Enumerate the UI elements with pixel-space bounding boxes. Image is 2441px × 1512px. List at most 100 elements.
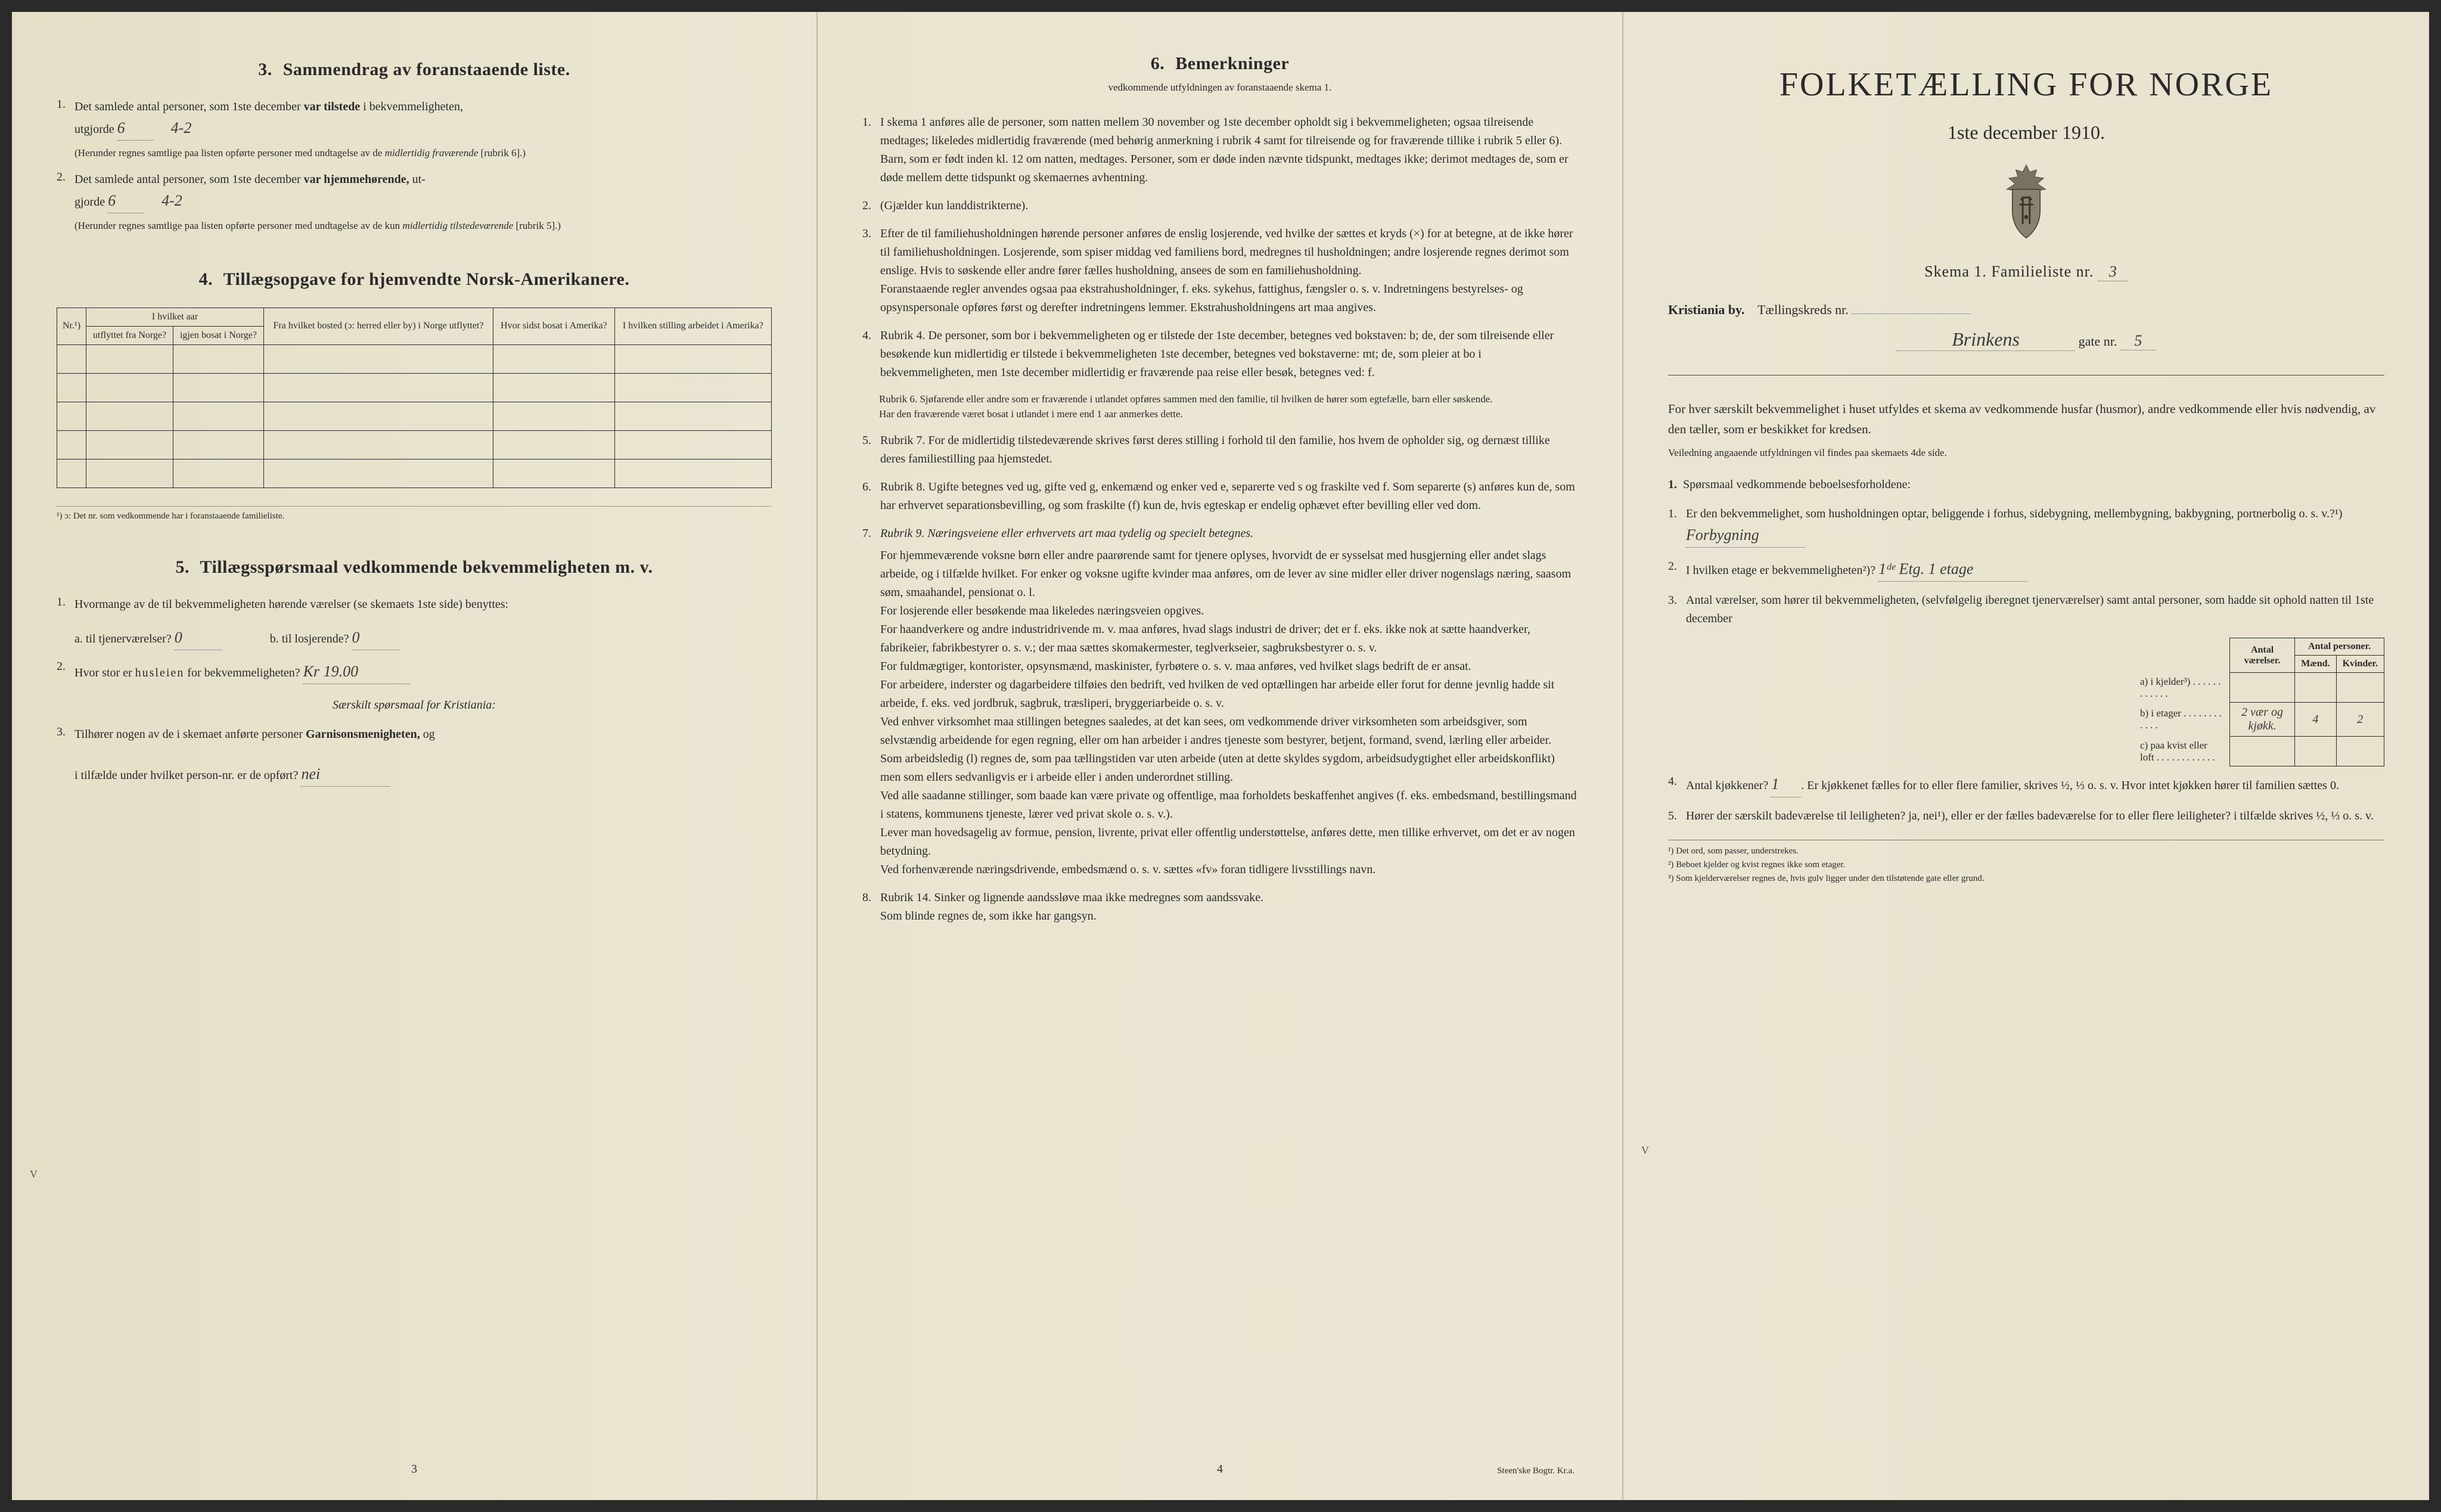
- intro2: Veiledning angaaende utfyldningen vil fi…: [1668, 445, 2384, 461]
- th-kvinder: Kvinder.: [2336, 656, 2384, 673]
- page-3: FOLKETÆLLING FOR NORGE 1ste december 191…: [1623, 12, 2429, 1500]
- item-num: 6.: [862, 478, 880, 515]
- th-vaerelser: Antal værelser.: [2230, 638, 2295, 673]
- text: Antal kjøkkener?: [1686, 779, 1768, 792]
- note-em: midlertidig fraværende: [385, 147, 479, 159]
- coat-of-arms-icon: [1668, 162, 2384, 248]
- bold-text: var tilstede: [304, 100, 361, 113]
- item-text: Det samlede antal personer, som 1ste dec…: [74, 98, 772, 161]
- bold-text: Garnisonsmenigheten,: [306, 728, 420, 741]
- item-text: Hvormange av de til bekvemmeligheten hør…: [74, 595, 772, 650]
- th-personer: Antal personer.: [2295, 638, 2384, 656]
- handwritten: 1ᵈᵉ Etg. 1 etage: [1878, 560, 1973, 578]
- skema-label: Skema 1. Familieliste nr.: [1924, 263, 2094, 280]
- s6-rubrik4: 4. Rubrik 4. De personer, som bor i bekv…: [862, 327, 1577, 382]
- item-text: I skema 1 anføres alle de personer, som …: [880, 113, 1577, 187]
- table-row: [57, 402, 772, 430]
- page-number: 4: [1217, 1463, 1223, 1476]
- note: (Herunder regnes samtlige paa listen opf…: [74, 147, 382, 159]
- s6-rubrik7: 5. Rubrik 7. For de midlertidig tilstede…: [862, 431, 1577, 468]
- th-bosted: Fra hvilket bosted (ɔ: herred eller by) …: [263, 308, 493, 344]
- note-end: [rubrik 6].): [481, 147, 526, 159]
- handwritten: Forbygning: [1686, 526, 1759, 544]
- s5-q3-intro: Særskilt spørsmaal for Kristiania:: [57, 696, 772, 715]
- cell: [2230, 673, 2295, 703]
- page-1: 3. Sammendrag av foranstaaende liste. 1.…: [12, 12, 818, 1500]
- item-num: 5.: [862, 431, 880, 468]
- p3-q1: 1. Er den bekvemmelighet, som husholdnin…: [1668, 505, 2384, 548]
- section-1-heading: 1. Spørsmaal vedkommende beboelsesforhol…: [1668, 476, 2384, 494]
- table-row: [57, 373, 772, 402]
- handwritten-street: Brinkens: [1952, 328, 2020, 350]
- item-text: I hvilken etage er bekvemmeligheten²)? 1…: [1686, 557, 2384, 582]
- footnote: ²) Beboet kjelder og kvist regnes ikke s…: [1668, 860, 2384, 870]
- census-title: FOLKETÆLLING FOR NORGE: [1668, 66, 2384, 104]
- item-num: 4.: [862, 327, 880, 382]
- label-a: a. til tjenerværelser?: [74, 632, 172, 645]
- section-5-title: Tillægsspørsmaal vedkommende bekvemmelig…: [200, 557, 653, 577]
- note: (Herunder regnes samtlige paa listen opf…: [74, 220, 400, 231]
- item-num: 4.: [1668, 772, 1686, 797]
- handwritten: 0: [352, 629, 359, 646]
- text: Tilhører nogen av de i skemaet anførte p…: [74, 728, 303, 741]
- rubrik-body: For hjemmeværende voksne børn eller andr…: [880, 547, 1577, 879]
- label-b: b. til losjerende?: [270, 632, 349, 645]
- intro: For hver særskilt bekvemmelighet i huset…: [1668, 402, 2375, 436]
- handwritten: nei: [301, 765, 320, 783]
- table-row: b) i etager . . . . . . . . . . . . 2 vær…: [2134, 703, 2384, 737]
- table-row: [57, 430, 772, 459]
- kreds-label: Tællingskreds nr.: [1757, 302, 1849, 317]
- section-4-heading: 4. Tillægsopgave for hjemvendte Norsk-Am…: [57, 269, 772, 290]
- item-num: 1.: [57, 595, 74, 650]
- text: i bekvemmeligheten,: [363, 100, 463, 113]
- section-6-number: 6.: [1151, 54, 1165, 74]
- s6-item1: 1. I skema 1 anføres alle de personer, s…: [862, 113, 1577, 187]
- intro-text: For hver særskilt bekvemmelighet i huset…: [1668, 399, 2384, 461]
- handwritten: 4: [2312, 713, 2318, 726]
- text: i tilfælde under hvilket person-nr. er d…: [74, 769, 298, 782]
- item-num: 7.: [862, 524, 880, 879]
- item-text: Efter de til familiehusholdningen hørend…: [880, 225, 1577, 317]
- text: Det samlede antal personer, som 1ste dec…: [74, 173, 301, 186]
- section-6-title: Bemerkninger: [1175, 54, 1289, 73]
- emph: husleien: [135, 666, 185, 679]
- section-1-number: 1.: [1668, 478, 1677, 491]
- city-name: Kristiania by.: [1668, 302, 1744, 317]
- row-label: b) i etager . . . . . . . . . . . .: [2134, 703, 2230, 737]
- item-text: Det samlede antal personer, som 1ste dec…: [74, 170, 772, 234]
- handwritten: 4-2: [171, 119, 192, 136]
- note-em: midlertidig tilstedeværende: [402, 220, 513, 231]
- section-5-number: 5.: [176, 557, 190, 578]
- row-label: c) paa kvist eller loft . . . . . . . . …: [2134, 737, 2230, 766]
- handwritten: 2 vær og kjøkk.: [2241, 706, 2283, 732]
- handwritten: 4-2: [162, 192, 182, 209]
- item-text: Rubrik 14. Sinker og lignende aandssløve…: [880, 889, 1577, 926]
- th-utflyttet: utflyttet fra Norge?: [86, 326, 173, 344]
- section-1: 1. Spørsmaal vedkommende beboelsesforhol…: [1668, 476, 2384, 884]
- item-num: 3.: [1668, 591, 1686, 628]
- page3-footnotes: ¹) Det ord, som passer, understrekes. ²)…: [1668, 840, 2384, 884]
- section-6-heading: 6. Bemerkninger: [862, 54, 1577, 74]
- cell: [2295, 737, 2336, 766]
- s3-item1: 1. Det samlede antal personer, som 1ste …: [57, 98, 772, 161]
- section-4-title: Tillægsopgave for hjemvendte Norsk-Ameri…: [223, 269, 630, 289]
- item-text: Er den bekvemmelighet, som husholdningen…: [1686, 505, 2384, 548]
- item-text: Rubrik 4. De personer, som bor i bekvemm…: [880, 327, 1577, 382]
- th-igjen: igjen bosat i Norge?: [173, 326, 264, 344]
- text: for bekvemmeligheten?: [187, 666, 300, 679]
- section-3-title: Sammendrag av foranstaaende liste.: [283, 60, 570, 79]
- item-text: Rubrik 9. Næringsveiene eller erhvervets…: [880, 524, 1577, 879]
- skema-line: Skema 1. Familieliste nr. 3: [1668, 263, 2384, 281]
- item-num: 3.: [57, 725, 74, 787]
- rooms-table: Antal værelser. Antal personer. Mænd. Kv…: [2134, 638, 2384, 766]
- item-num: 1.: [862, 113, 880, 187]
- item-num: 2.: [862, 197, 880, 215]
- table-row: [57, 459, 772, 488]
- section-1-title: Spørsmaal vedkommende beboelsesforholden…: [1683, 478, 1911, 491]
- street-line: Brinkens gate nr. 5: [1668, 328, 2384, 351]
- s6-rubrik14: 8. Rubrik 14. Sinker og lignende aandssl…: [862, 889, 1577, 926]
- s5-q3: 3. Tilhører nogen av de i skemaet anført…: [57, 725, 772, 787]
- text: Er kjøkkenet fælles for to eller flere f…: [1807, 779, 2339, 792]
- gate-label: gate nr.: [2079, 334, 2117, 349]
- section-6-subhead: vedkommende utfyldningen av foranstaaend…: [862, 80, 1577, 95]
